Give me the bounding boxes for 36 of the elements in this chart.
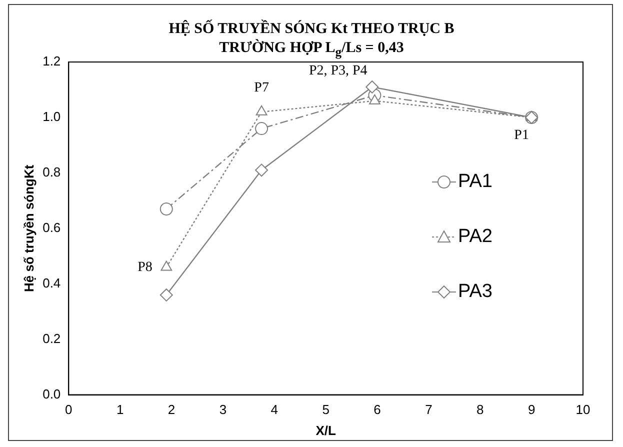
point [255,122,268,136]
x-tick-label: 9 [528,402,536,418]
point [160,260,172,271]
y-tick-label: 0.8 [42,164,61,180]
chart-title: HỆ SỐ TRUYỀN SÓNG Kt THEO TRỤC B TRƯỜNG HỢP L$_{g}$/Ls = 0,43 [168,21,454,59]
point [366,80,379,94]
y-tick-label: 0.2 [42,330,61,346]
point [160,288,173,302]
x-tick-label: 5 [322,402,330,418]
x-tick-label: 10 [576,402,590,418]
annotation: P8 [138,260,152,275]
x-tick-label: 6 [374,402,381,418]
x-axis-title: X/L [316,422,336,438]
x-tick-label: 3 [219,402,227,418]
x-tick-label: 2 [168,402,176,418]
x-tick-label: 8 [476,402,484,418]
annotation: P7 [254,80,269,96]
x-tick-label: 1 [116,402,124,418]
annotation: P1 [514,128,529,144]
x-tick-label: 7 [425,402,432,418]
y-tick-label: 0.4 [42,275,61,290]
legend-label: PA2 [458,226,493,248]
y-tick-label: 0.0 [42,386,61,402]
y-axis-title: Hệ số truyền sóngKt [21,164,36,292]
point [160,202,173,216]
x-tick-label: 4 [270,402,278,418]
y-tick-label: 1.2 [42,54,61,69]
legend-label: PA3 [458,280,493,302]
y-tick-label: 0.6 [42,220,61,235]
annotation: P2, P3, P4 [308,64,368,79]
point [256,105,268,116]
point [255,164,268,177]
x-tick-label: 0 [65,402,72,418]
y-tick-label: 1.0 [42,109,61,124]
legend-label: PA1 [458,170,493,192]
point [369,94,380,104]
